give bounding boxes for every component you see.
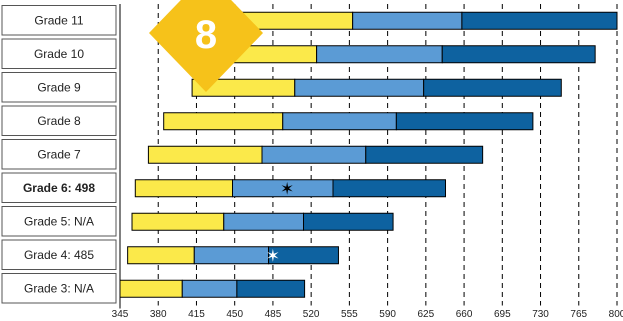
bar-segment — [395, 112, 534, 131]
row-label-box — [1, 239, 117, 270]
x-tick-label: 415 — [188, 309, 205, 320]
gridlines — [119, 4, 618, 309]
row-label-box — [1, 38, 117, 69]
x-tick-label: 765 — [570, 309, 587, 320]
x-tick-label: 345 — [112, 309, 129, 320]
row-label-box — [1, 172, 117, 203]
row-label: Grade 11 — [34, 13, 83, 27]
x-tick-label: 520 — [303, 309, 320, 320]
bar-segment — [461, 11, 618, 30]
row-label: Grade 6: 498 — [23, 181, 95, 195]
badge-diamond — [149, 0, 263, 92]
row-label: Grade 3: N/A — [24, 281, 94, 295]
bar-segment — [352, 11, 463, 30]
x-tick-label: 380 — [150, 309, 167, 320]
row-label-box — [1, 206, 117, 237]
bar-segment — [131, 212, 225, 231]
bar-segment — [236, 279, 306, 298]
badge-number: 8 — [195, 13, 217, 57]
x-tick-label: 695 — [494, 309, 511, 320]
bar-segment — [134, 179, 234, 198]
row-label: Grade 9 — [37, 80, 81, 94]
bar-segment — [193, 246, 270, 265]
bar-segment — [332, 179, 447, 198]
x-tick-label: 450 — [226, 309, 243, 320]
bar-segment — [316, 45, 443, 64]
row-label-box — [1, 5, 117, 36]
bar-segment — [441, 45, 596, 64]
row-label: Grade 7 — [37, 147, 81, 161]
x-tick-label: 625 — [418, 309, 435, 320]
x-tick-label: 800 — [609, 309, 623, 320]
score-marker: ✶ — [280, 179, 294, 199]
row-label: Grade 4: 485 — [24, 248, 94, 262]
row-label-box — [1, 105, 117, 136]
bar-segment — [282, 112, 397, 131]
bar-segment — [181, 279, 238, 298]
row-labels: Grade 11 Grade 10 Grade 9 Grade 8 Grade 7 Gra… — [1, 5, 117, 304]
row-label: Grade 10 — [34, 47, 84, 61]
bar-segment — [365, 145, 484, 164]
bar-segment — [261, 145, 367, 164]
x-tick-label: 590 — [379, 309, 396, 320]
bar-segment — [268, 246, 339, 265]
bar-segment — [147, 145, 263, 164]
row-label-box — [1, 273, 117, 304]
x-tick-labels: 345 380 415 450 485 520 555 590 625 660 695 730 765 8… — [112, 309, 623, 320]
row-label-box — [1, 139, 117, 170]
x-tick-label: 660 — [456, 309, 473, 320]
row-label: Grade 8 — [37, 114, 81, 128]
x-tick-label: 730 — [532, 309, 549, 320]
score-marker: ✶ — [266, 246, 280, 266]
x-tick-label: 555 — [341, 309, 358, 320]
x-tick-label: 485 — [265, 309, 282, 320]
bar-segment — [303, 212, 394, 231]
row-label-box — [1, 72, 117, 103]
bar-segment — [163, 112, 284, 131]
grade-badge: 8 — [149, 0, 263, 92]
bar-segment — [127, 246, 195, 265]
row-label: Grade 5: N/A — [24, 214, 94, 228]
bar-segment — [119, 279, 183, 298]
bar-segment — [423, 78, 562, 97]
bar-segment — [294, 78, 425, 97]
bar-segment — [223, 212, 305, 231]
